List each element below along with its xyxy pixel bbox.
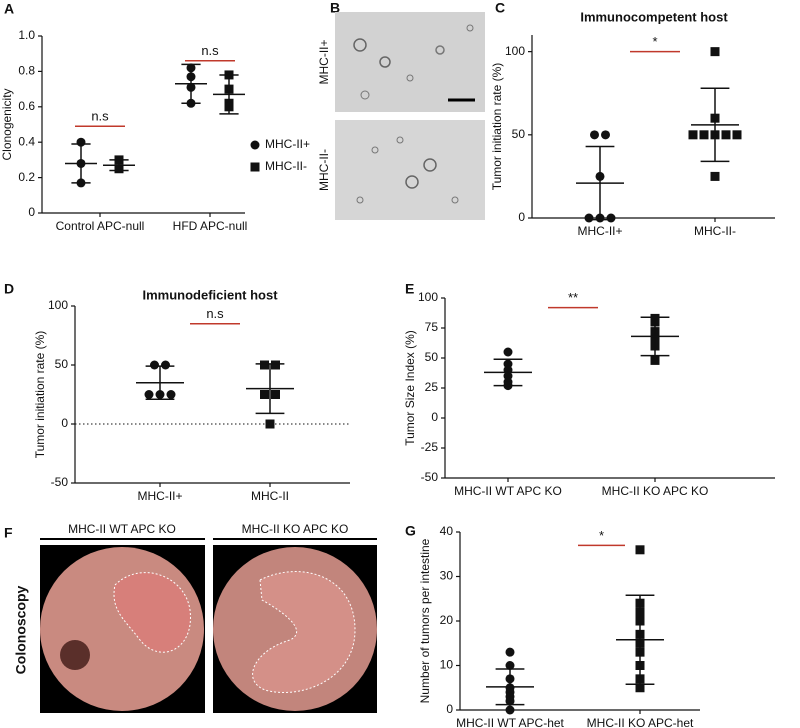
y-tick-label: -50 bbox=[421, 470, 439, 484]
image-label: MHC-II WT APC KO bbox=[68, 522, 176, 536]
legend-label: MHC-II+ bbox=[265, 137, 310, 151]
data-point bbox=[150, 360, 159, 370]
panel-letter: E bbox=[405, 281, 414, 297]
y-tick-label: 100 bbox=[418, 290, 438, 304]
data-point bbox=[166, 390, 176, 399]
data-point bbox=[260, 360, 269, 370]
x-tick-label: MHC-II- bbox=[694, 224, 736, 238]
significance-label: ** bbox=[568, 290, 578, 305]
significance-label: * bbox=[599, 528, 604, 543]
legend-label: MHC-II- bbox=[265, 159, 307, 173]
x-tick-label: HFD APC-null bbox=[173, 219, 248, 233]
image-label: MHC-II+ bbox=[317, 40, 331, 85]
y-axis-label: Tumor initiation rate (%) bbox=[33, 331, 47, 459]
panel-letter: G bbox=[405, 523, 416, 539]
y-tick-label: 50 bbox=[512, 127, 526, 141]
data-point bbox=[699, 130, 709, 140]
y-tick-label: 0.8 bbox=[18, 64, 35, 78]
chart-title: Immunocompetent host bbox=[580, 9, 728, 24]
y-tick-label: 50 bbox=[55, 357, 69, 371]
x-tick-label: MHC-II WT APC KO bbox=[454, 484, 562, 498]
y-tick-label: 40 bbox=[440, 524, 454, 538]
y-tick-label: 1.0 bbox=[18, 28, 35, 42]
data-point bbox=[503, 347, 513, 357]
x-tick-label: MHC-II KO APC KO bbox=[602, 484, 709, 498]
data-point bbox=[650, 355, 660, 365]
data-point bbox=[590, 130, 599, 140]
y-tick-label: -25 bbox=[421, 440, 439, 454]
x-tick-label: MHC-II KO APC-het bbox=[587, 716, 694, 728]
y-tick-label: 0 bbox=[518, 210, 525, 224]
y-tick-label: 0.6 bbox=[18, 99, 35, 113]
data-point bbox=[635, 683, 645, 693]
data-point bbox=[505, 705, 515, 715]
y-tick-label: 0.4 bbox=[18, 134, 35, 148]
data-point bbox=[710, 47, 720, 57]
panel-letter: C bbox=[495, 0, 505, 16]
y-tick-label: 0.2 bbox=[18, 170, 35, 184]
y-axis-label: Clonogenicity bbox=[0, 88, 14, 160]
significance-label: n.s bbox=[201, 43, 219, 58]
data-point bbox=[721, 130, 731, 140]
panel-letter: F bbox=[4, 525, 13, 541]
significance-label: n.s bbox=[91, 109, 109, 124]
y-tick-label: 25 bbox=[425, 380, 439, 394]
data-point bbox=[505, 647, 515, 657]
data-point bbox=[271, 360, 280, 370]
side-label: Colonoscopy bbox=[13, 585, 29, 674]
data-point bbox=[144, 390, 154, 399]
colonoscopy-image bbox=[213, 545, 377, 713]
y-tick-label: 75 bbox=[425, 320, 439, 334]
x-tick-label: Control APC-null bbox=[56, 219, 145, 233]
micrograph bbox=[335, 12, 485, 112]
legend-marker bbox=[250, 162, 260, 172]
significance-label: * bbox=[652, 34, 657, 49]
significance-label: n.s bbox=[206, 306, 224, 321]
y-axis-label: Tumor Size Index (%) bbox=[403, 330, 417, 446]
y-tick-label: 100 bbox=[48, 298, 68, 312]
data-point bbox=[584, 213, 594, 223]
data-point bbox=[635, 545, 645, 555]
x-tick-label: MHC-II+ bbox=[138, 489, 183, 503]
image-label: MHC-II- bbox=[317, 149, 331, 191]
y-tick-label: 100 bbox=[505, 44, 525, 58]
x-tick-label: MHC-II bbox=[251, 489, 289, 503]
y-tick-label: 10 bbox=[440, 658, 454, 672]
y-axis-label: Number of tumors per intestine bbox=[418, 538, 432, 703]
data-point bbox=[710, 171, 720, 181]
y-tick-label: 0 bbox=[431, 410, 438, 424]
x-tick-label: MHC-II WT APC-het bbox=[456, 716, 564, 728]
y-tick-label: 0 bbox=[28, 205, 35, 219]
panel-letter: D bbox=[4, 281, 14, 297]
y-axis-label: Tumor initiation rate (%) bbox=[490, 63, 504, 191]
data-point bbox=[601, 130, 610, 140]
data-point bbox=[271, 390, 280, 399]
y-tick-label: 0 bbox=[446, 702, 453, 716]
micrograph bbox=[335, 120, 485, 220]
y-tick-label: 0 bbox=[61, 416, 68, 430]
panel-letter: B bbox=[330, 0, 340, 16]
y-tick-label: 50 bbox=[425, 350, 439, 364]
chart-title: Immunodeficient host bbox=[142, 287, 278, 302]
data-point bbox=[732, 130, 742, 140]
legend-marker bbox=[250, 140, 260, 150]
panel-letter: A bbox=[4, 1, 14, 17]
x-tick-label: MHC-II+ bbox=[578, 224, 623, 238]
data-point bbox=[161, 360, 170, 370]
image-label: MHC-II KO APC KO bbox=[242, 522, 349, 536]
data-point bbox=[505, 661, 515, 670]
data-point bbox=[606, 213, 616, 223]
data-point bbox=[688, 130, 698, 140]
y-tick-label: 30 bbox=[440, 569, 454, 583]
colonoscopy-image bbox=[40, 545, 205, 713]
data-point bbox=[260, 390, 269, 399]
y-tick-label: -50 bbox=[51, 475, 69, 489]
data-point bbox=[265, 419, 275, 429]
y-tick-label: 20 bbox=[440, 613, 454, 627]
